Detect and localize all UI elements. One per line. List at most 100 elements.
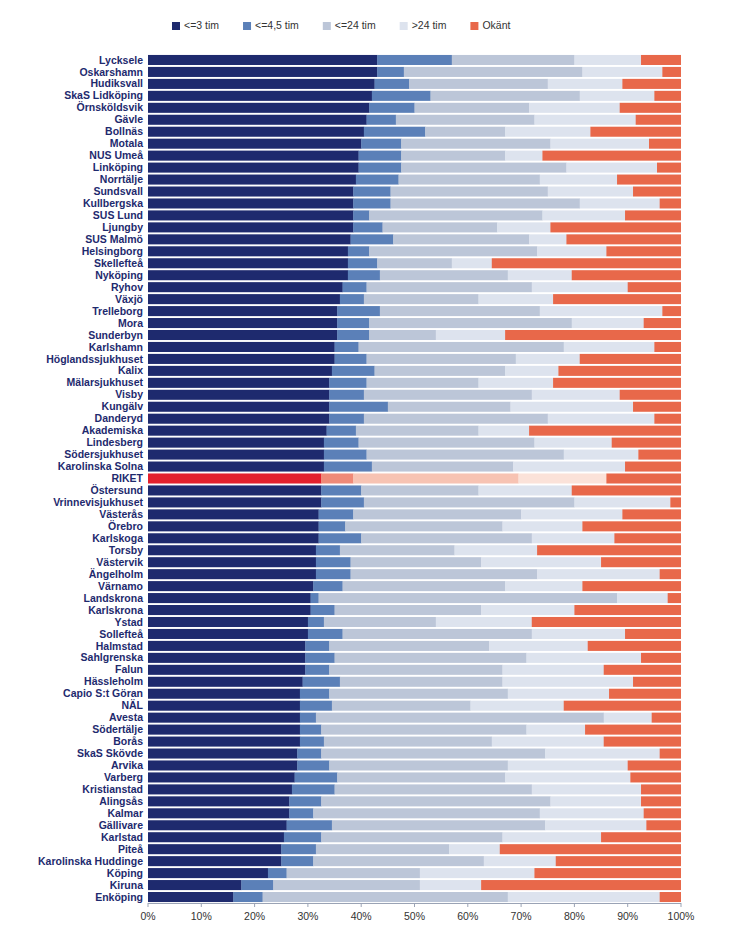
category-label: Karlskrona	[88, 604, 143, 616]
legend-label: Okänt	[482, 19, 510, 31]
bar-segment	[148, 103, 369, 113]
bar-segment	[337, 306, 380, 316]
category-label: Hässleholm	[84, 675, 143, 687]
bar-segment	[383, 222, 498, 232]
bar-segment	[553, 294, 681, 304]
tick-label: 50%	[404, 910, 425, 922]
bar-segment	[502, 521, 582, 531]
bar-segment	[268, 868, 287, 878]
bar-segment	[321, 497, 364, 507]
bar-segment	[292, 784, 335, 794]
bar-segment	[566, 234, 681, 244]
category-label: Kalmar	[107, 807, 143, 819]
bar-segment	[148, 820, 287, 830]
bar-segment	[324, 617, 436, 627]
bar-segment	[529, 426, 681, 436]
category-label: Sunderbyn	[88, 329, 143, 341]
bar-segment	[606, 473, 681, 483]
bar-segment	[313, 856, 484, 866]
bar-segment	[148, 593, 311, 603]
bar-segment	[377, 67, 404, 77]
bar-segment	[353, 186, 391, 196]
category-label: Örebro	[108, 520, 143, 532]
bar-segment	[609, 689, 681, 699]
bar-segment	[529, 234, 567, 244]
bar-segment	[484, 856, 556, 866]
tick-mark	[414, 903, 415, 907]
bar-segment	[316, 545, 340, 555]
bar-segment	[582, 521, 681, 531]
bar-segment	[148, 473, 322, 483]
bar-segment	[367, 378, 479, 388]
bar-segment	[502, 665, 604, 675]
bar-segment	[630, 772, 681, 782]
tick-label: 90%	[617, 910, 638, 922]
bar-segment	[335, 354, 367, 364]
category-label: SUS Lund	[93, 209, 143, 221]
bar-segment	[148, 497, 322, 507]
category-label: Kiruna	[110, 879, 143, 891]
bar-segment	[545, 749, 660, 759]
tick-mark	[574, 903, 575, 907]
bar-segment	[492, 258, 681, 268]
bar-segment	[375, 366, 506, 376]
bar-segment	[478, 378, 553, 388]
bar-segment	[550, 222, 681, 232]
bar-segment	[148, 725, 300, 735]
bar-segment	[510, 402, 633, 412]
bar-segment	[340, 294, 364, 304]
bar-segment	[148, 438, 324, 448]
bar-segment	[617, 593, 668, 603]
bar-segment	[148, 366, 332, 376]
legend-swatch	[470, 22, 478, 30]
bar-segment	[148, 892, 234, 902]
bar-segment	[492, 737, 604, 747]
category-label: Piteå	[118, 843, 143, 855]
category-label: Höglandssjukhuset	[46, 353, 143, 365]
bar-segment	[308, 629, 343, 639]
category-label: Helsingborg	[82, 245, 143, 257]
bar-segment	[305, 653, 335, 663]
bar-segment	[148, 545, 316, 555]
bar-segment	[263, 892, 508, 902]
tick-label: 20%	[244, 910, 265, 922]
bar-segment	[337, 318, 369, 328]
bar-segment	[148, 713, 300, 723]
bar-segment	[303, 677, 341, 687]
bar-segment	[148, 55, 377, 65]
bar-segment	[628, 760, 681, 770]
bar-segment	[601, 557, 681, 567]
bar-segment	[508, 892, 660, 902]
category-label: Södersjukhuset	[64, 448, 143, 460]
bar-segment	[148, 67, 377, 77]
bar-segment	[332, 820, 546, 830]
bar-segment	[367, 450, 565, 460]
bar-segment	[148, 629, 308, 639]
bar-segment	[148, 844, 282, 854]
category-label: Hudiksvall	[90, 77, 143, 89]
bar-segment	[319, 509, 354, 519]
category-label: Kristianstad	[82, 783, 143, 795]
bar-segment	[452, 55, 575, 65]
category-label: Alingsås	[99, 795, 143, 807]
bar-segment	[281, 856, 313, 866]
bar-segment	[500, 844, 681, 854]
bar-segment	[148, 737, 300, 747]
bar-segment	[364, 497, 575, 507]
bar-segment	[329, 665, 503, 675]
bar-segment	[148, 163, 359, 173]
category-label: Mälarsjukhuset	[67, 376, 144, 388]
bar-segment	[622, 79, 681, 89]
category-label: Danderyd	[95, 412, 143, 424]
category-label: Östersund	[90, 484, 143, 496]
legend-swatch	[243, 22, 251, 30]
bar-segment	[532, 282, 628, 292]
bar-segment	[572, 270, 681, 280]
bar-segment	[654, 342, 681, 352]
bar-segment	[353, 509, 521, 519]
bar-segment	[481, 880, 681, 890]
bar-segment	[652, 713, 681, 723]
bar-segment	[335, 784, 533, 794]
tick-mark	[627, 903, 628, 907]
bar-segment	[380, 306, 540, 316]
